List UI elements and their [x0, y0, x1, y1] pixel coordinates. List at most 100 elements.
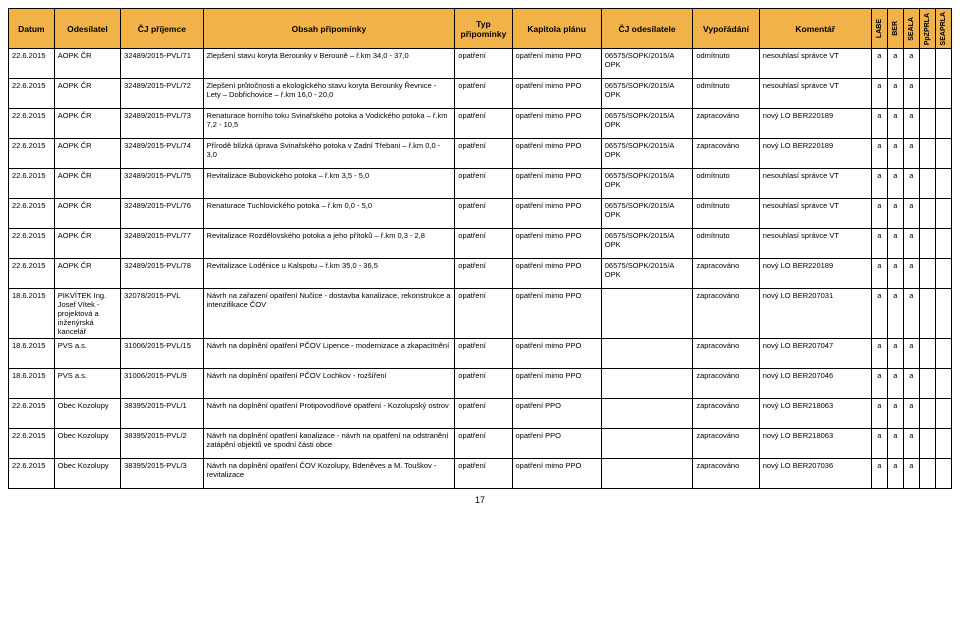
cell-odes: AOPK ČR [54, 229, 120, 259]
cell-v1: a [871, 289, 887, 339]
cell-typ: opatření [455, 369, 512, 399]
cell-kap: opatření mimo PPO [512, 169, 601, 199]
col-ppzprla: PpZPRLA [919, 9, 935, 49]
cell-vyp: odmítnuto [693, 49, 759, 79]
cell-vyp: zapracováno [693, 339, 759, 369]
cell-obsah: Revitalizace Loděnice u Kalspotu – ř.km … [203, 259, 455, 289]
cell-obsah: Revitalizace Rozdělovského potoka a jeho… [203, 229, 455, 259]
cell-typ: opatření [455, 459, 512, 489]
cell-vyp: zapracováno [693, 459, 759, 489]
cell-kom: nový LO BER207046 [759, 369, 871, 399]
cell-cjpr: 32489/2015-PVL/73 [121, 109, 203, 139]
cell-datum: 18.6.2015 [9, 289, 55, 339]
table-row: 22.6.2015Obec Kozolupy38395/2015-PVL/3Ná… [9, 459, 952, 489]
cell-kom: nový LO BER207031 [759, 289, 871, 339]
table-header: Datum Odesílatel ČJ příjemce Obsah připo… [9, 9, 952, 49]
cell-v2: a [887, 259, 903, 289]
cell-cjod [601, 399, 693, 429]
cell-v4 [919, 259, 935, 289]
cell-v3: a [903, 229, 919, 259]
cell-v2: a [887, 49, 903, 79]
cell-vyp: zapracováno [693, 109, 759, 139]
cell-kap: opatření mimo PPO [512, 259, 601, 289]
cell-odes: AOPK ČR [54, 49, 120, 79]
cell-kom: nový LO BER220189 [759, 139, 871, 169]
cell-typ: opatření [455, 199, 512, 229]
cell-obsah: Zlepšení průtočnosti a ekologického stav… [203, 79, 455, 109]
cell-cjod [601, 369, 693, 399]
cell-typ: opatření [455, 339, 512, 369]
cell-v5 [935, 109, 951, 139]
cell-cjod: 06575/SOPK/2015/A OPK [601, 199, 693, 229]
cell-v1: a [871, 229, 887, 259]
cell-kap: opatření mimo PPO [512, 289, 601, 339]
cell-kom: nesouhlasí správce VT [759, 199, 871, 229]
cell-kap: opatření mimo PPO [512, 339, 601, 369]
cell-v5 [935, 259, 951, 289]
cell-cjpr: 32489/2015-PVL/74 [121, 139, 203, 169]
cell-odes: AOPK ČR [54, 169, 120, 199]
cell-v1: a [871, 459, 887, 489]
cell-v5 [935, 289, 951, 339]
cell-odes: Obec Kozolupy [54, 399, 120, 429]
cell-v2: a [887, 139, 903, 169]
cell-v4 [919, 49, 935, 79]
cell-obsah: Návrh na doplnění opatření kanalizace - … [203, 429, 455, 459]
cell-v2: a [887, 399, 903, 429]
cell-kom: nový LO BER218063 [759, 429, 871, 459]
cell-cjpr: 31006/2015-PVL/15 [121, 339, 203, 369]
cell-v5 [935, 339, 951, 369]
cell-kap: opatření mimo PPO [512, 79, 601, 109]
cell-v2: a [887, 169, 903, 199]
col-typ: Typ připomínky [455, 9, 512, 49]
cell-kap: opatření mimo PPO [512, 139, 601, 169]
cell-obsah: Návrh na doplnění opatření Protipovodňov… [203, 399, 455, 429]
cell-odes: AOPK ČR [54, 79, 120, 109]
cell-v1: a [871, 399, 887, 429]
cell-v3: a [903, 339, 919, 369]
cell-cjod: 06575/SOPK/2015/A OPK [601, 259, 693, 289]
cell-v5 [935, 429, 951, 459]
cell-v5 [935, 139, 951, 169]
cell-cjod: 06575/SOPK/2015/A OPK [601, 139, 693, 169]
cell-typ: opatření [455, 229, 512, 259]
cell-datum: 22.6.2015 [9, 459, 55, 489]
cell-v2: a [887, 339, 903, 369]
cell-v1: a [871, 139, 887, 169]
cell-v4 [919, 459, 935, 489]
table-row: 22.6.2015AOPK ČR32489/2015-PVL/73Renatur… [9, 109, 952, 139]
cell-cjod [601, 289, 693, 339]
cell-v3: a [903, 49, 919, 79]
cell-typ: opatření [455, 429, 512, 459]
cell-v1: a [871, 339, 887, 369]
cell-v3: a [903, 289, 919, 339]
cell-v3: a [903, 199, 919, 229]
cell-cjpr: 32489/2015-PVL/78 [121, 259, 203, 289]
cell-v2: a [887, 229, 903, 259]
cell-kom: nový LO BER220189 [759, 259, 871, 289]
cell-kom: nový LO BER207036 [759, 459, 871, 489]
cell-v5 [935, 369, 951, 399]
cell-typ: opatření [455, 169, 512, 199]
col-cj-odesilatele: ČJ odesílatele [601, 9, 693, 49]
cell-odes: Obec Kozolupy [54, 459, 120, 489]
cell-datum: 22.6.2015 [9, 109, 55, 139]
cell-obsah: Návrh na doplnění opatření PČOV Lipence … [203, 339, 455, 369]
cell-kap: opatření mimo PPO [512, 229, 601, 259]
table-row: 22.6.2015AOPK ČR32489/2015-PVL/76Renatur… [9, 199, 952, 229]
cell-datum: 18.6.2015 [9, 339, 55, 369]
cell-cjpr: 32489/2015-PVL/72 [121, 79, 203, 109]
cell-datum: 22.6.2015 [9, 259, 55, 289]
cell-v2: a [887, 289, 903, 339]
cell-vyp: zapracováno [693, 139, 759, 169]
page-number: 17 [8, 495, 952, 505]
cell-kap: opatření mimo PPO [512, 109, 601, 139]
cell-v4 [919, 399, 935, 429]
cell-cjpr: 38395/2015-PVL/2 [121, 429, 203, 459]
cell-cjod [601, 459, 693, 489]
cell-kap: opatření PPO [512, 399, 601, 429]
col-vyporadani: Vypořádání [693, 9, 759, 49]
cell-v4 [919, 429, 935, 459]
cell-v1: a [871, 369, 887, 399]
col-komentar: Komentář [759, 9, 871, 49]
